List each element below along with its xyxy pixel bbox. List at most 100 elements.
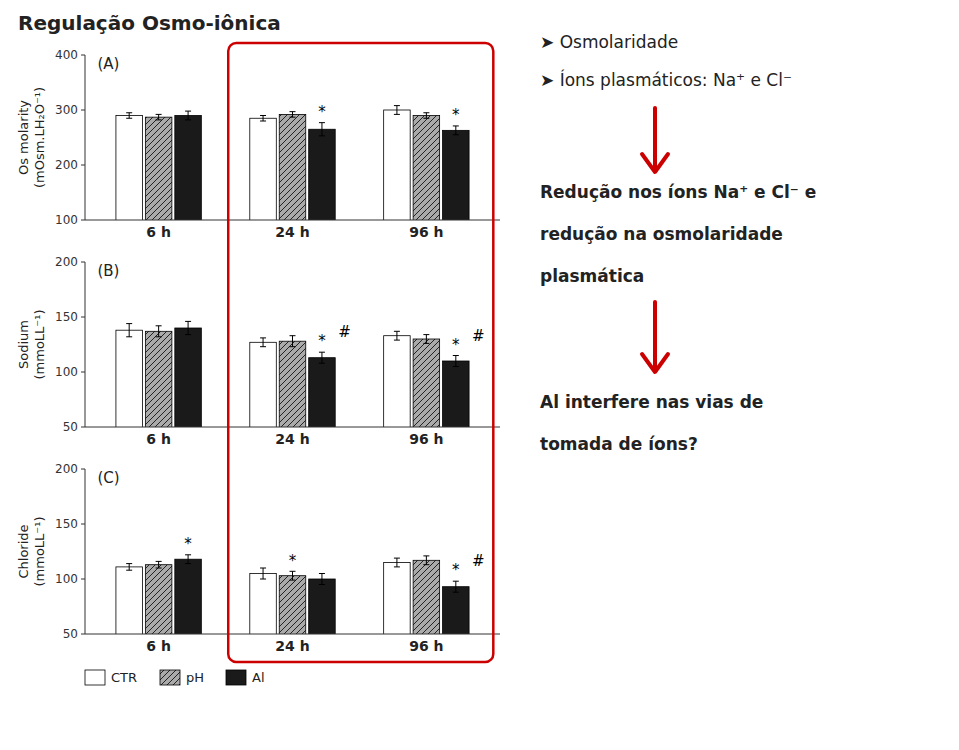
bar	[309, 579, 336, 634]
x-tick-label: 6 h	[146, 431, 171, 447]
bar	[250, 118, 277, 220]
y-tick	[81, 372, 85, 373]
annotation: redução na osmolaridade	[540, 224, 783, 244]
y-tick	[81, 55, 85, 56]
significance-marker: *	[318, 332, 326, 350]
error-bar	[126, 564, 132, 571]
y-tick-label: 150	[55, 517, 78, 531]
bar	[279, 341, 306, 427]
x-tick-label: 24 h	[275, 224, 309, 240]
x-tick-label: 96 h	[409, 224, 443, 240]
error-bar	[423, 335, 429, 344]
y-tick-label: 400	[55, 48, 78, 62]
legend-swatch	[160, 670, 180, 685]
y-label: Os molarity	[16, 100, 31, 175]
panel: **1002003004006 h24 h96 hOs molarity(mOs…	[16, 48, 500, 275]
y-tick	[81, 220, 85, 221]
y-label: (mmoLL⁻¹)	[32, 517, 47, 587]
bar	[309, 129, 336, 220]
y-tick	[81, 165, 85, 166]
bar	[443, 587, 470, 634]
significance-marker: *	[318, 103, 326, 121]
error-bar	[156, 561, 162, 568]
legend-entry: pH	[186, 670, 204, 685]
bar	[145, 117, 172, 220]
y-tick-label: 200	[55, 462, 78, 476]
error-bar	[185, 321, 191, 334]
error-bar	[290, 112, 296, 118]
y-tick-label: 100	[55, 572, 78, 586]
arrow	[642, 302, 668, 372]
bar	[116, 567, 143, 634]
error-bar	[260, 338, 266, 347]
bar	[175, 328, 202, 427]
bar	[443, 361, 470, 427]
annotation: tomada de íons?	[540, 434, 698, 454]
y-tick-label: 150	[55, 310, 78, 324]
y-tick	[81, 110, 85, 111]
y-tick-label: 100	[55, 365, 78, 379]
y-tick	[81, 524, 85, 525]
x-axis	[85, 220, 500, 221]
y-label: Chloride	[16, 524, 31, 578]
y-tick	[81, 317, 85, 318]
error-bar	[260, 116, 266, 122]
y-tick-label: 300	[55, 103, 78, 117]
arrow-shaft	[653, 108, 657, 170]
significance-marker: *	[289, 552, 297, 570]
error-bar	[394, 558, 400, 567]
bars	[116, 106, 469, 220]
x-axis	[85, 427, 500, 428]
x-tick-label: 6 h	[146, 638, 171, 654]
y-tick-label: 50	[63, 627, 78, 641]
arrow	[642, 108, 668, 172]
error-bar	[156, 326, 162, 337]
bar	[279, 114, 306, 220]
y-tick	[81, 262, 85, 263]
y-tick	[81, 427, 85, 428]
title: Regulação Osmo-iônica	[18, 11, 281, 35]
annotation: Redução nos íons Na⁺ e Cl⁻ e	[540, 182, 816, 202]
error-bar	[319, 123, 325, 136]
y-axis	[85, 469, 86, 634]
error-bar	[394, 106, 400, 115]
bar	[250, 574, 277, 635]
y-tick-label: 50	[63, 420, 78, 434]
bar	[413, 339, 440, 427]
error-bar	[394, 331, 400, 340]
bar	[443, 130, 470, 220]
annotation: ➤ Osmolaridade	[540, 32, 678, 52]
legend-entry: CTR	[111, 670, 137, 685]
error-bar	[185, 111, 191, 120]
arrow-head	[642, 354, 668, 372]
bars	[116, 321, 469, 427]
legend-swatch	[85, 670, 105, 685]
annotation: plasmática	[540, 266, 644, 286]
x-axis	[85, 634, 500, 635]
bar	[309, 358, 336, 427]
error-bar	[319, 352, 325, 363]
significance-marker: *	[184, 535, 192, 553]
significance-marker: *	[452, 106, 460, 124]
bar	[413, 116, 440, 221]
panel-label: (B)	[97, 262, 119, 280]
panel-label: (C)	[97, 469, 119, 487]
legend-entry: Al	[252, 670, 265, 685]
bar	[384, 110, 411, 220]
figure: Regulação Osmo-iônica * * 100 200 300 400 6 h 24…	[0, 0, 959, 750]
panel-label: (A)	[97, 55, 119, 73]
significance-marker: #	[472, 552, 485, 570]
annotation: ➤ Íons plasmáticos: Na⁺ e Cl⁻	[540, 69, 792, 90]
bar	[175, 116, 202, 221]
error-bar	[126, 324, 132, 337]
y-tick-label: 200	[55, 255, 78, 269]
x-tick-label: 24 h	[275, 638, 309, 654]
error-bar	[185, 555, 191, 564]
x-tick-label: 6 h	[146, 224, 171, 240]
error-bar	[423, 556, 429, 565]
highlight-box	[228, 43, 493, 662]
error-bar	[453, 126, 459, 135]
arrow-shaft	[653, 302, 657, 370]
y-axis	[85, 55, 86, 220]
panel: ***#501001502006 h24 h96 hChloride(mmoLL…	[16, 462, 500, 689]
